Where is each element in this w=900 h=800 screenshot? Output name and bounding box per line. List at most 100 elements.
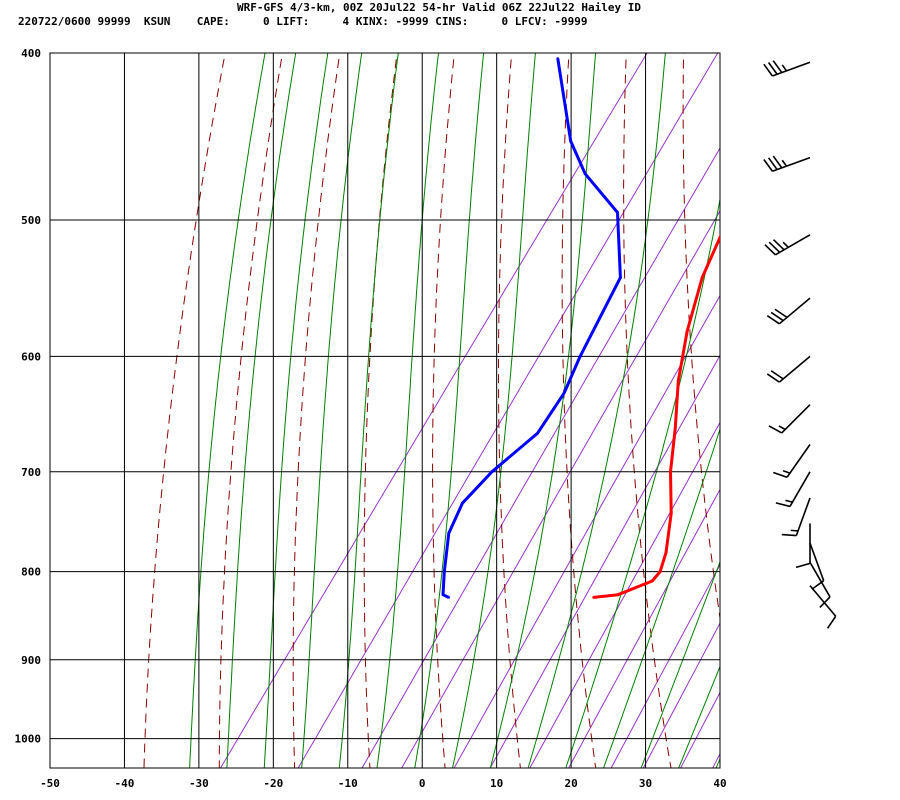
dewpoint-point (619, 276, 622, 279)
moist-adiabat-line (226, 53, 297, 768)
plot-frame (49, 52, 721, 769)
moist-adiabat-line (565, 196, 720, 768)
wind-barb-staff (809, 585, 837, 617)
dewpoint-point (569, 139, 573, 143)
mixing-ratio-line (489, 354, 720, 768)
dry-adiabat-line (623, 53, 672, 768)
temperature-point (669, 470, 672, 474)
temperature-point (592, 596, 596, 599)
x-tick-label: 10 (490, 777, 503, 790)
wind-barb-flag (766, 314, 780, 325)
dewpoint-point (490, 470, 494, 474)
y-tick-label: 900 (21, 654, 41, 667)
dewpoint-point (536, 432, 539, 435)
x-tick-label: 20 (564, 777, 577, 790)
dewpoint-point (616, 211, 619, 214)
wind-barb-flag (774, 308, 788, 319)
dry-adiabat-line (682, 53, 720, 622)
wind-barb (763, 60, 811, 77)
mixing-ratio-line (219, 53, 648, 768)
wind-barb-half-flag (781, 159, 788, 167)
dewpoint-point (442, 570, 446, 574)
wind-barb-flag (768, 241, 781, 253)
x-tick-label: 30 (639, 777, 652, 790)
wind-barb-flag (767, 157, 778, 171)
mixing-ratio-line (453, 294, 720, 768)
wind-barb (766, 355, 811, 383)
temperature-point (664, 551, 668, 555)
dewpoint-point (461, 501, 464, 505)
moist-adiabat-line (451, 53, 536, 768)
x-tick-label: -50 (40, 777, 60, 790)
wind-barb (763, 155, 811, 173)
wind-barb-half-flag (782, 241, 789, 248)
temperature-point (776, 52, 779, 55)
temperature-point (676, 379, 680, 383)
x-tick-label: -30 (189, 777, 209, 790)
wind-barb (809, 561, 831, 608)
y-tick-label: 500 (21, 214, 41, 227)
moist-adiabat-line (527, 53, 666, 768)
dewpoint-point (441, 593, 445, 597)
mixing-ratio-line (642, 622, 720, 768)
wind-barb-flag (781, 533, 797, 537)
wind-barb-half-flag (781, 64, 788, 72)
x-tick-label: -10 (338, 777, 358, 790)
moist-adiabat-line (640, 560, 720, 768)
y-tick-label: 700 (21, 466, 41, 479)
y-tick-label: 1000 (15, 733, 42, 746)
wind-barb-half-flag (785, 499, 793, 503)
wind-barb-staff (809, 561, 831, 598)
y-tick-label: 800 (21, 566, 41, 579)
wind-barb (775, 471, 811, 508)
temperature-point (658, 570, 662, 574)
dry-adiabat-line (218, 53, 284, 768)
dewpoint-point (556, 57, 560, 60)
moist-adiabat-line (715, 757, 720, 768)
wind-barb-flag (766, 373, 780, 383)
mixing-ratio-line (401, 209, 720, 768)
x-tick-label: -20 (263, 777, 283, 790)
dry-adiabat-line (498, 53, 521, 768)
wind-barb (766, 297, 811, 325)
dewpoint-point (578, 355, 582, 358)
moist-adiabat-line (338, 53, 399, 768)
y-tick-label: 600 (21, 350, 41, 363)
wind-barb-staff (772, 156, 811, 173)
mixing-ratio-line (680, 691, 720, 768)
temperature-point (685, 329, 689, 333)
moist-adiabat-line (602, 427, 720, 768)
wind-barb-half-flag (782, 470, 791, 474)
wind-barb-flag (775, 502, 791, 508)
wind-barb (809, 585, 837, 629)
wind-barb-staff (778, 297, 811, 325)
wind-barb-flag (795, 562, 811, 569)
x-tick-label: -40 (115, 777, 135, 790)
wind-barb-staff (809, 542, 825, 581)
wind-barb-flag (763, 63, 774, 77)
x-tick-label: 40 (713, 777, 726, 790)
chart-title: WRF-GFS 4/3-km, 00Z 20Jul22 54-hr Valid … (237, 1, 641, 14)
moist-adiabat-line (678, 665, 720, 768)
temperature-point (700, 276, 704, 279)
mixing-ratio-line (712, 752, 720, 768)
temperature-point (673, 426, 677, 430)
dry-adiabat-line (432, 53, 455, 768)
wind-barb-staff (772, 61, 811, 77)
wind-barb (781, 497, 811, 537)
moist-adiabat-line (263, 53, 329, 768)
temperature-point (726, 219, 729, 222)
temperature-point (616, 593, 620, 597)
wind-barb-flag (772, 60, 783, 74)
dry-adiabat-line (797, 15, 900, 783)
wind-barb (764, 234, 811, 256)
mixing-ratio-line (361, 147, 720, 768)
dry-adiabat-line (292, 53, 341, 768)
temperature-point (669, 511, 673, 515)
wind-barb (773, 444, 811, 479)
mixing-ratio-line (610, 563, 720, 768)
dewpoint-point (583, 172, 587, 176)
temperature-point (772, 106, 775, 109)
mixing-ratio-line (297, 53, 719, 768)
